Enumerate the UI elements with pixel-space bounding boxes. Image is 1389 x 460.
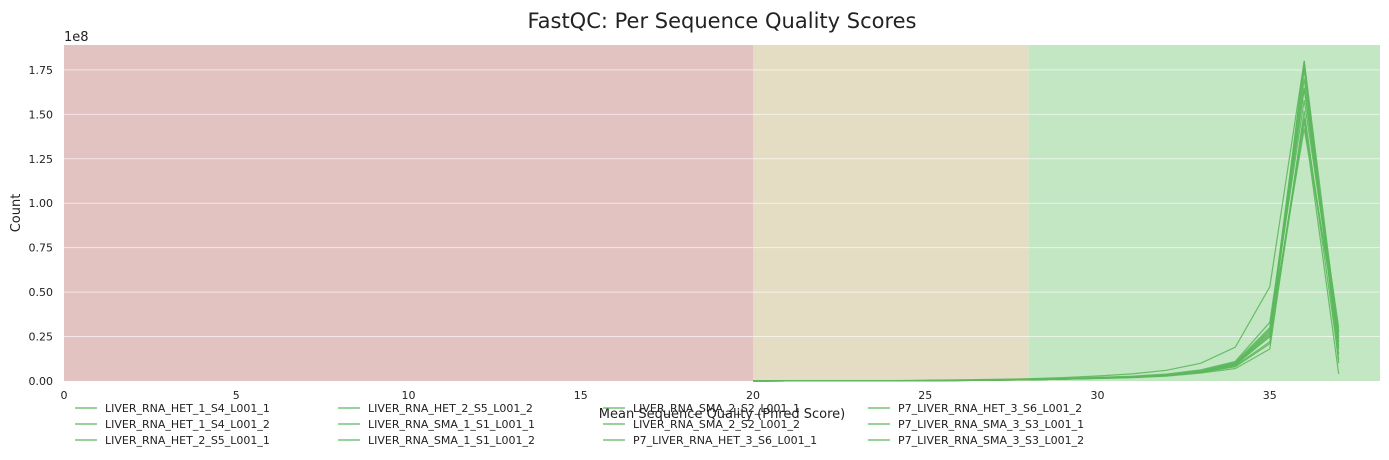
chart-title: FastQC: Per Sequence Quality Scores	[527, 9, 916, 33]
legend-label: LIVER_RNA_SMA_2_S2_L001_2	[633, 418, 800, 431]
legend-item: P7_LIVER_RNA_SMA_3_S3_L001_1	[868, 418, 1084, 431]
x-tick-label: 10	[402, 389, 416, 402]
quality-zones	[64, 45, 1380, 381]
legend-item: LIVER_RNA_SMA_1_S1_L001_1	[338, 418, 535, 431]
y-tick-label: 0.50	[29, 286, 54, 299]
zone-2	[1028, 45, 1380, 381]
x-tick-label: 15	[574, 389, 588, 402]
zone-1	[753, 45, 1029, 381]
x-axis-label: Mean Sequence Quality (Phred Score)	[599, 407, 845, 422]
y-tick-label: 0.75	[29, 242, 54, 255]
y-tick-label: 1.75	[29, 64, 54, 77]
legend-item: P7_LIVER_RNA_SMA_3_S3_L001_2	[868, 434, 1084, 447]
legend-item: P7_LIVER_RNA_HET_3_S6_L001_1	[603, 434, 817, 447]
legend-item: LIVER_RNA_HET_2_S5_L001_1	[75, 434, 270, 447]
series-lines	[752, 60, 1340, 382]
legend: LIVER_RNA_HET_1_S4_L001_1 LIVER_RNA_HET_1…	[75, 402, 1084, 447]
y-tick-label: 0.00	[29, 375, 54, 388]
legend-label: LIVER_RNA_SMA_2_S2_L001_1	[633, 402, 800, 415]
legend-label: P7_LIVER_RNA_SMA_3_S3_L001_1	[898, 418, 1084, 431]
legend-label: P7_LIVER_RNA_HET_3_S6_L001_1	[633, 434, 817, 447]
legend-item: P7_LIVER_RNA_HET_3_S6_L001_2	[868, 402, 1082, 415]
x-tick-label: 0	[61, 389, 68, 402]
y-tick-label: 1.50	[29, 108, 54, 121]
x-tick-label: 5	[233, 389, 240, 402]
legend-item: LIVER_RNA_HET_2_S5_L001_2	[338, 402, 533, 415]
legend-label: P7_LIVER_RNA_HET_3_S6_L001_2	[898, 402, 1082, 415]
legend-item: LIVER_RNA_SMA_2_S2_L001_2	[603, 418, 800, 431]
x-axis-ticks: 0 5 10 15 20 25 30 35	[61, 389, 1277, 402]
legend-label: P7_LIVER_RNA_SMA_3_S3_L001_2	[898, 434, 1084, 447]
grid-lines	[64, 69, 1380, 338]
legend-label: LIVER_RNA_SMA_1_S1_L001_1	[368, 418, 535, 431]
x-tick-label: 20	[746, 389, 760, 402]
y-tick-label: 0.25	[29, 331, 54, 344]
y-axis-label: Count	[9, 194, 24, 233]
series-line	[753, 89, 1340, 382]
y-axis-ticks: 0.00 0.25 0.50 0.75 1.00 1.25 1.50 1.75	[29, 64, 54, 388]
y-tick-label: 1.00	[29, 197, 54, 210]
zone-0	[64, 45, 754, 381]
legend-label: LIVER_RNA_HET_2_S5_L001_1	[105, 434, 270, 447]
legend-item: LIVER_RNA_HET_1_S4_L001_2	[75, 418, 270, 431]
x-tick-label: 30	[1091, 389, 1105, 402]
y-tick-label: 1.25	[29, 153, 54, 166]
legend-item: LIVER_RNA_HET_1_S4_L001_1	[75, 402, 270, 415]
legend-item: LIVER_RNA_SMA_1_S1_L001_2	[338, 434, 535, 447]
legend-item: LIVER_RNA_SMA_2_S2_L001_1	[603, 402, 800, 415]
y-axis-exponent: 1e8	[64, 30, 89, 45]
legend-label: LIVER_RNA_SMA_1_S1_L001_2	[368, 434, 535, 447]
x-tick-label: 35	[1263, 389, 1277, 402]
legend-label: LIVER_RNA_HET_1_S4_L001_2	[105, 418, 270, 431]
legend-label: LIVER_RNA_HET_1_S4_L001_1	[105, 402, 270, 415]
x-tick-label: 25	[918, 389, 932, 402]
legend-label: LIVER_RNA_HET_2_S5_L001_2	[368, 402, 533, 415]
